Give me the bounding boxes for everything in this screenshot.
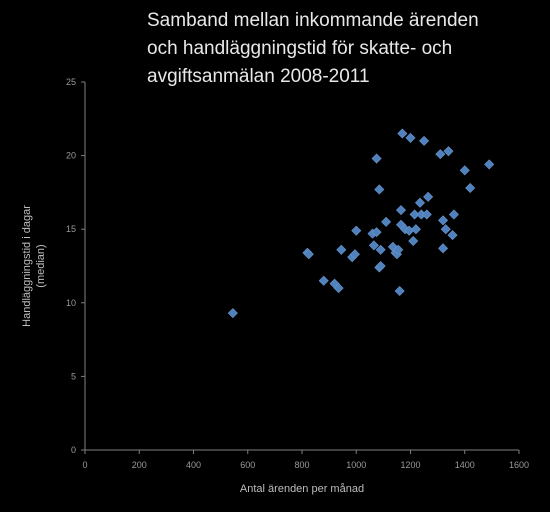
data-point	[227, 308, 238, 319]
y-axis-title-line-2: (median)	[35, 244, 47, 287]
x-tick-label: 600	[240, 460, 255, 470]
data-point	[381, 216, 392, 227]
data-point	[465, 182, 476, 194]
data-point	[408, 235, 419, 247]
y-tick-label: 20	[66, 151, 76, 161]
data-point	[351, 225, 362, 236]
data-point	[459, 165, 470, 176]
data-point	[371, 227, 382, 238]
chart-axes	[81, 81, 520, 454]
x-tick-label: 0	[82, 460, 87, 470]
data-point	[409, 209, 420, 220]
data-point	[368, 240, 379, 251]
data-point	[375, 244, 386, 255]
y-tick-label: 15	[66, 224, 76, 234]
data-point	[393, 244, 404, 255]
data-point	[394, 285, 405, 297]
x-tick-label: 1200	[400, 460, 420, 470]
y-tick-label: 10	[66, 298, 76, 308]
x-tick-label: 1600	[509, 460, 529, 470]
x-tick-label: 800	[294, 460, 309, 470]
data-point	[421, 209, 432, 220]
y-tick-label: 25	[66, 77, 76, 87]
data-point	[438, 215, 449, 226]
chart-title-line-2: och handläggningstid för skatte- och	[147, 38, 453, 59]
x-tick-label: 200	[132, 460, 147, 470]
x-tick-label: 1000	[346, 460, 366, 470]
data-point	[374, 184, 385, 195]
data-point	[318, 275, 329, 286]
data-point	[349, 249, 360, 260]
data-point	[438, 243, 449, 254]
data-point	[435, 149, 446, 160]
data-point	[405, 132, 416, 143]
data-point	[443, 146, 454, 157]
data-point	[375, 260, 386, 272]
data-point	[371, 153, 382, 164]
y-tick-label: 5	[71, 371, 76, 381]
data-point	[414, 197, 426, 208]
data-point	[447, 230, 458, 241]
chart-title-line-1: Samband mellan inkommande ärenden	[147, 10, 479, 31]
chart-title-line-3: avgiftsanmälan 2008-2011	[147, 66, 370, 87]
data-point	[448, 209, 459, 220]
data-point	[410, 224, 421, 235]
data-point	[397, 128, 408, 139]
data-point	[440, 224, 451, 235]
x-tick-label: 400	[186, 460, 201, 470]
tick-labels: 0 5 10 15 20 25 0 200 400 600 800 1000 1200 1400 1600	[66, 77, 529, 470]
x-axis-title: Antal ärenden per månad	[240, 483, 364, 495]
data-point	[333, 283, 344, 294]
data-point	[419, 135, 430, 146]
y-tick-label: 0	[71, 445, 76, 455]
data-points	[227, 128, 495, 319]
y-axis-title-line-1: Handläggningstid i dagar	[21, 205, 33, 327]
data-point	[336, 244, 347, 255]
data-point	[395, 205, 407, 216]
x-tick-label: 1400	[455, 460, 475, 470]
data-point	[484, 159, 495, 170]
data-point	[303, 249, 314, 260]
data-point	[423, 191, 434, 202]
